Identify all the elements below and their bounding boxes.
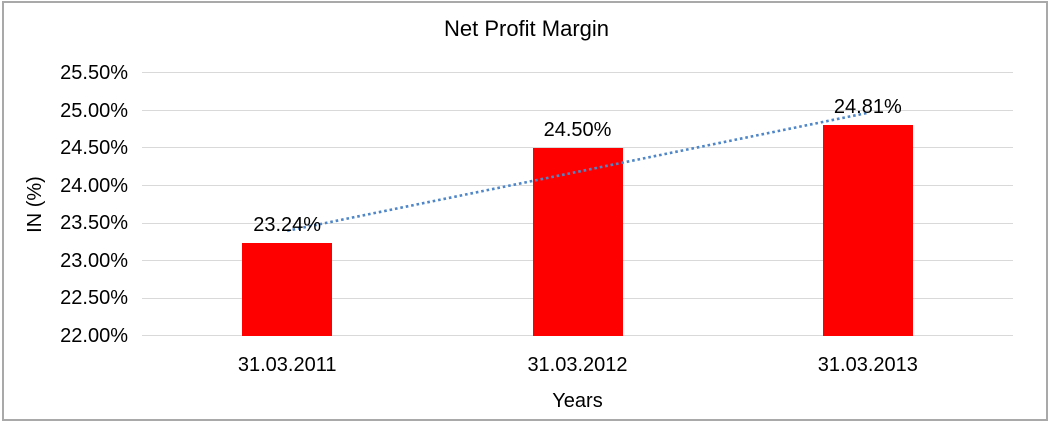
chart-title: Net Profit Margin <box>443 16 610 41</box>
x-axis-title: Years <box>552 390 603 412</box>
y-axis-tick-label: 24.50% <box>60 137 128 160</box>
y-axis-tick-label: 24.00% <box>60 174 128 197</box>
y-axis-tick-label: 25.00% <box>60 99 128 122</box>
bar-value-label: 24.50% <box>543 119 612 142</box>
y-axis-tick-label: 25.50% <box>60 62 128 84</box>
y-axis-tick-label: 23.50% <box>60 212 128 235</box>
plot-area: 23.24% 24.50% 24.81% <box>142 72 1013 337</box>
bar-value-label: 23.24% <box>253 213 322 236</box>
gridline <box>142 109 1013 111</box>
gridline <box>142 147 1013 149</box>
bar <box>242 242 333 336</box>
x-axis-tick-label: 31.03.2012 <box>527 354 628 376</box>
y-axis-tick-label: 22.00% <box>60 325 128 347</box>
y-axis-tick-label: 23.00% <box>60 249 128 272</box>
gridline <box>142 72 1013 74</box>
y-axis-tick-label: 22.50% <box>60 287 128 310</box>
x-axis-tick-label: 31.03.2013 <box>817 354 918 376</box>
x-axis-tick-label: 31.03.2011 <box>237 354 337 376</box>
bar <box>822 124 913 336</box>
bar <box>532 148 623 336</box>
bar-value-label: 24.81% <box>833 95 902 118</box>
